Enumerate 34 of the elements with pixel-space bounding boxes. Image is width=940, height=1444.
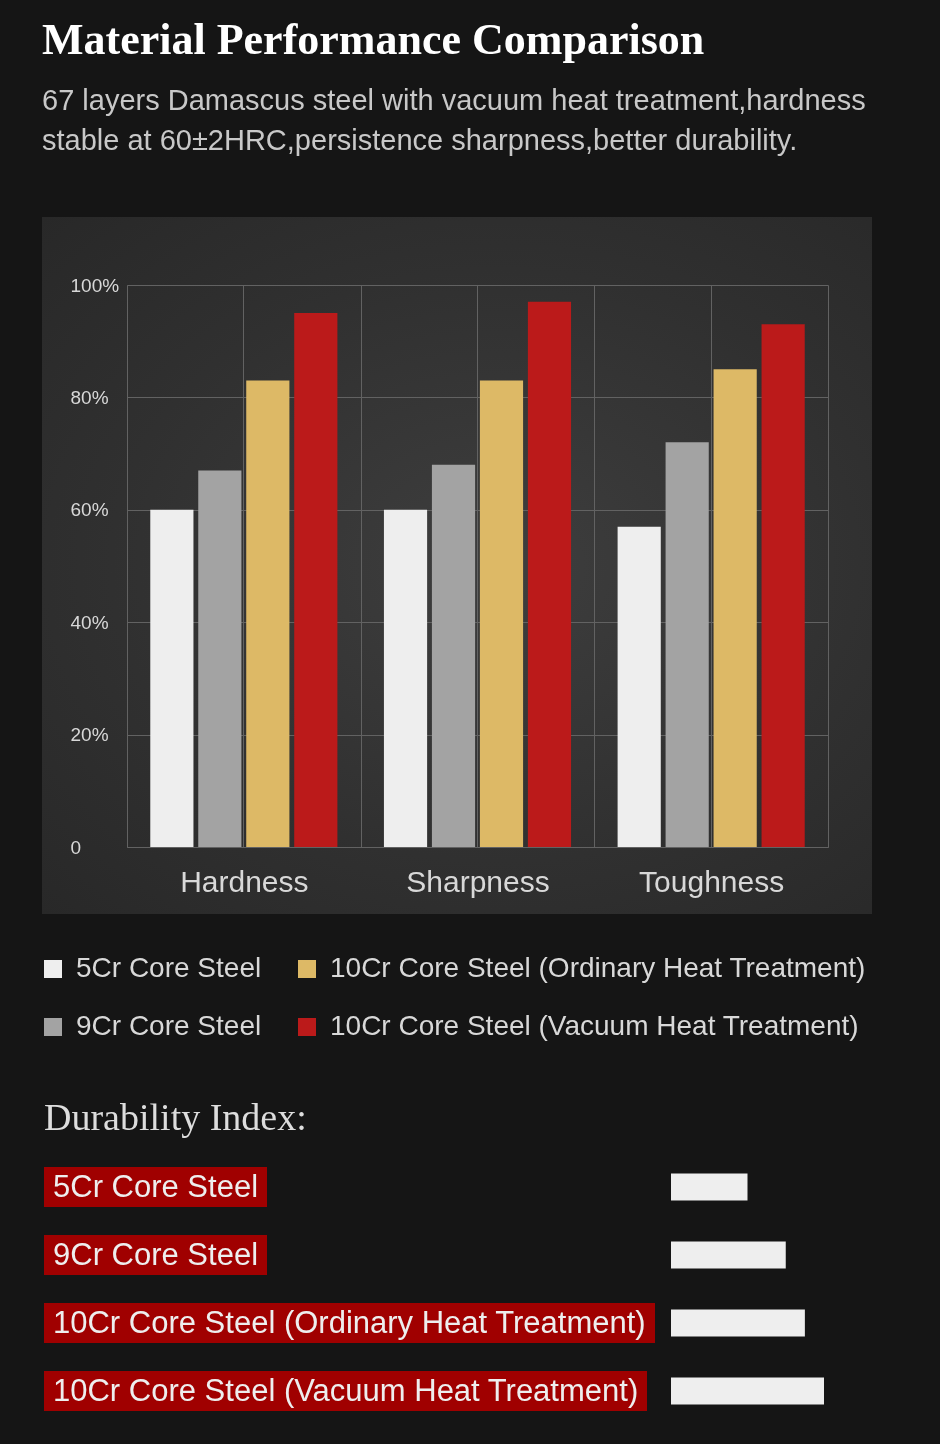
bar — [665, 442, 709, 847]
bar — [761, 324, 805, 847]
x-tick-label: Toughness — [639, 864, 785, 898]
bar — [431, 464, 476, 847]
x-tick-label: Hardness — [180, 864, 309, 898]
bar — [246, 380, 290, 847]
bar — [670, 1377, 824, 1405]
y-tick-label: 9Cr Core Steel — [44, 1235, 268, 1275]
bar — [198, 470, 242, 847]
legend-label: 10Cr Core Steel (Ordinary Heat Treatment) — [330, 952, 866, 983]
y-tick-label: 5Cr Core Steel — [44, 1167, 268, 1207]
y-tick-label: 40% — [70, 611, 109, 633]
bar — [713, 369, 757, 847]
y-tick-label: 80% — [70, 386, 109, 408]
y-tick-label: 60% — [70, 499, 109, 521]
bar — [670, 1241, 786, 1269]
legend-label: 10Cr Core Steel (Vacuum Heat Treatment) — [330, 1010, 859, 1041]
bar — [479, 380, 524, 847]
chart-title: Material Performance Comparison — [42, 14, 705, 66]
bar — [150, 509, 194, 847]
bar — [383, 509, 428, 847]
y-tick-label: 0 — [70, 836, 82, 858]
x-tick-label: Sharpness — [406, 864, 550, 898]
text: Durability Index: — [44, 1095, 308, 1140]
y-tick-label: 20% — [70, 724, 109, 746]
y-tick-label: 100% — [70, 274, 120, 296]
chart-subtitle: 67 layers Damascus steel with vacuum heat treatment,hardness stable at 60±2HRC,persistence sharpness,better durability. — [42, 83, 867, 158]
y-tick-label: 10Cr Core Steel (Vacuum Heat Treatment) — [44, 1371, 648, 1411]
y-tick-label: 10Cr Core Steel (Ordinary Heat Treatment) — [44, 1303, 655, 1343]
bar — [294, 313, 338, 847]
bar — [670, 1309, 805, 1337]
bar — [617, 526, 661, 847]
bar — [670, 1173, 748, 1201]
bar — [527, 301, 572, 847]
